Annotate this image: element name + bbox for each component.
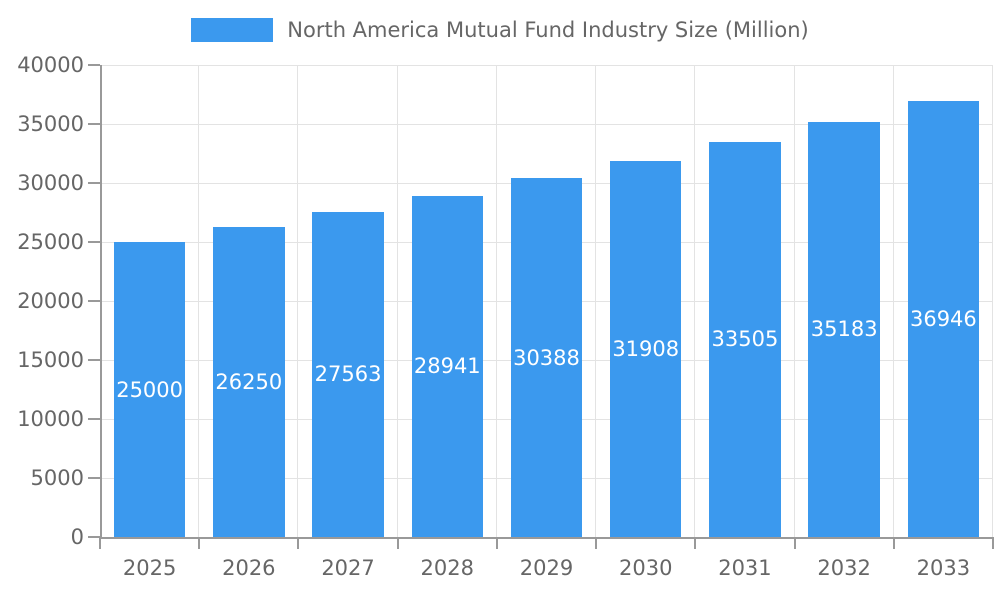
y-tick [88, 64, 100, 66]
x-tick [793, 537, 796, 549]
y-tick [88, 536, 100, 538]
y-tick-label: 35000 [17, 112, 84, 136]
x-tick [99, 537, 101, 549]
legend-label: North America Mutual Fund Industry Size … [287, 18, 809, 42]
bar-slot: 27563 [298, 65, 397, 537]
x-tick [297, 537, 300, 549]
gridline-v [694, 65, 696, 537]
x-tick-label: 2031 [718, 556, 772, 580]
x-tick-label: 2032 [817, 556, 871, 580]
gridline-v [396, 65, 398, 537]
gridline-v [892, 65, 894, 537]
x-axis-line [100, 537, 993, 539]
x-tick [495, 537, 498, 549]
bar-slot: 31908 [596, 65, 695, 537]
bar-slot: 25000 [100, 65, 199, 537]
legend-swatch [191, 18, 274, 42]
legend[interactable]: North America Mutual Fund Industry Size … [0, 18, 1000, 42]
bar-slot: 26250 [199, 65, 298, 537]
bar-value-label: 31908 [612, 336, 680, 361]
bar-value-label: 27563 [314, 362, 382, 387]
gridline-h [100, 65, 993, 66]
bar-value-label: 36946 [909, 307, 977, 332]
gridline-v [793, 65, 795, 537]
x-tick [892, 537, 895, 549]
bar: 27563 [312, 211, 384, 537]
y-tick [88, 123, 100, 125]
y-axis-line [100, 65, 102, 537]
bar: 30388 [510, 178, 583, 537]
bar: 36946 [907, 101, 980, 537]
x-tick [694, 537, 697, 549]
x-tick-label: 2033 [916, 556, 971, 580]
bar-value-label: 25000 [116, 377, 184, 402]
x-tick-label: 2030 [618, 556, 673, 580]
bar-value-label: 26250 [215, 370, 283, 395]
bar: 26250 [213, 227, 285, 537]
x-tick-label: 2026 [222, 556, 276, 580]
y-tick-label: 0 [70, 525, 84, 549]
y-tick-label: 5000 [30, 466, 84, 490]
bar: 33505 [709, 141, 781, 537]
bar-value-label: 35183 [810, 317, 878, 342]
x-tick-label: 2027 [321, 556, 375, 580]
plot-area: 25000 26250 27563 28941 30388 31908 33505 35183… [100, 65, 993, 537]
x-tick-label: 2029 [519, 556, 574, 580]
gridline-v [297, 65, 299, 537]
gridline-v [992, 65, 993, 537]
y-tick [88, 182, 100, 184]
bar-slot: 28941 [398, 65, 497, 537]
x-tick [595, 537, 598, 549]
bar-slot: 36946 [894, 65, 993, 537]
y-tick-label: 30000 [17, 171, 84, 195]
x-tick [992, 537, 994, 549]
y-tick [88, 418, 100, 420]
y-tick [88, 359, 100, 361]
x-tick [396, 537, 399, 549]
y-tick [88, 477, 100, 479]
gridline-v [198, 65, 200, 537]
bar: 25000 [113, 242, 186, 537]
x-tick-label: 2025 [122, 556, 177, 580]
bar-slot: 33505 [695, 65, 794, 537]
gridline-v [595, 65, 597, 537]
bar-slot: 35183 [795, 65, 894, 537]
bar-value-label: 33505 [711, 327, 779, 352]
bar: 35183 [808, 121, 880, 537]
y-tick [88, 241, 100, 243]
bar-slot: 30388 [497, 65, 596, 537]
y-tick-label: 20000 [17, 289, 84, 313]
gridline-v [495, 65, 497, 537]
gridline-h [100, 124, 993, 125]
y-tick [88, 300, 100, 302]
bar-value-label: 30388 [513, 345, 580, 370]
x-tick [198, 537, 201, 549]
y-tick-label: 10000 [17, 407, 84, 431]
bar: 28941 [411, 195, 483, 537]
y-tick-label: 25000 [17, 230, 84, 254]
bar-value-label: 28941 [413, 354, 481, 379]
y-tick-label: 40000 [17, 53, 84, 77]
x-tick-label: 2028 [420, 556, 474, 580]
bar: 31908 [610, 160, 682, 537]
y-tick-label: 15000 [17, 348, 84, 372]
